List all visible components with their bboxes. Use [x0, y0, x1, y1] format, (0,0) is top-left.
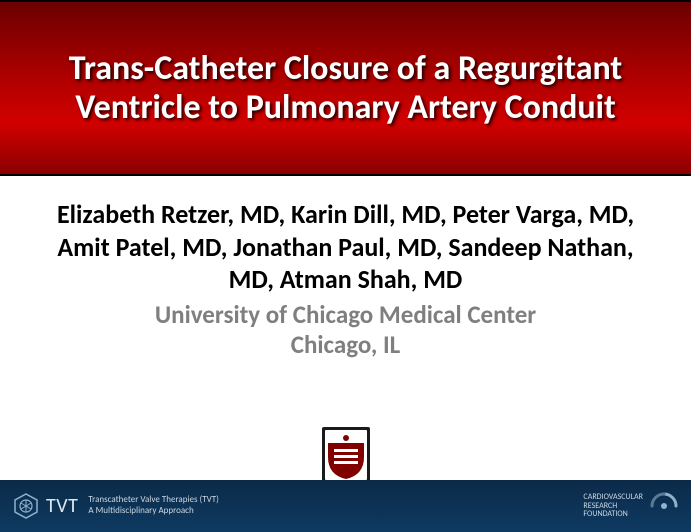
slide-container: Trans-Catheter Closure of a Regurgitant …: [0, 0, 691, 532]
affiliation-location: Chicago, IL: [40, 330, 651, 360]
tvt-subtitle: Transcatheter Valve Therapies (TVT) A Mu…: [88, 495, 219, 517]
tvt-brand-text: TVT: [46, 494, 78, 518]
tvt-sub-line2: A Multidisciplinary Approach: [88, 506, 219, 517]
crf-logo-icon: [649, 491, 679, 521]
tvt-logo: TVT: [12, 492, 78, 520]
footer-left: TVT Transcatheter Valve Therapies (TVT) …: [12, 492, 219, 520]
crf-line3: FOUNDATION: [583, 510, 643, 519]
slide-title: Trans-Catheter Closure of a Regurgitant …: [30, 49, 661, 127]
affiliation-institution: University of Chicago Medical Center: [40, 300, 651, 330]
uchicago-shield-icon: [322, 427, 370, 488]
hexagon-valve-icon: [12, 492, 40, 520]
footer-bar: TVT Transcatheter Valve Therapies (TVT) …: [0, 480, 691, 532]
footer-right: CARDIOVASCULAR RESEARCH FOUNDATION: [583, 491, 679, 521]
authors-list: Elizabeth Retzer, MD, Karin Dill, MD, Pe…: [40, 198, 651, 296]
title-band: Trans-Catheter Closure of a Regurgitant …: [0, 0, 691, 176]
crf-text: CARDIOVASCULAR RESEARCH FOUNDATION: [583, 493, 643, 519]
